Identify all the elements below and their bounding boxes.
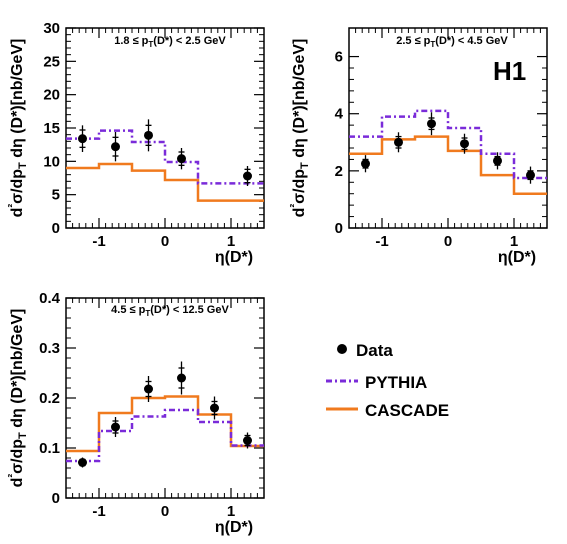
legend-data-label: Data xyxy=(356,341,393,360)
y-tick-label: 0.2 xyxy=(39,390,60,407)
y-tick-label: 15 xyxy=(43,120,60,137)
panel-1: 0 5 10 15 20 25 30 -1 0 1η(D*) d²σ/dpT dη (D*)[nb/… xyxy=(7,20,265,266)
x-tick-label: -1 xyxy=(92,503,105,520)
x-tick-label: 0 xyxy=(161,233,169,250)
y-tick-label: 20 xyxy=(43,87,60,104)
data-point xyxy=(526,170,535,180)
y-tick-label: 0.3 xyxy=(39,340,60,357)
y-axis-title: d²σ/dpT dη (D*)[nb/GeV] xyxy=(7,309,29,488)
data-point xyxy=(210,403,219,413)
y-tick-label: 0 xyxy=(52,220,60,237)
data-point xyxy=(111,422,120,432)
y-axis-title: d²σ/dpT dη (D*)[nb/GeV] xyxy=(289,39,311,218)
data-point xyxy=(243,171,252,181)
x-tick-label: 0 xyxy=(161,503,169,520)
x-tick-label: 1 xyxy=(227,503,235,520)
y-tick-label: 10 xyxy=(43,153,60,170)
panel-3: 0 0.1 0.2 0.3 0.4 -1 0 1η(D*) d²σ/dpT dη (D*)[nb… xyxy=(7,290,265,536)
y-tick-label: 0.4 xyxy=(39,290,61,307)
y-tick-label: 6 xyxy=(335,49,343,66)
y-tick-label: 25 xyxy=(43,53,60,70)
pt-range-label: 4.5 ≤ pT(D*) < 12.5 GeV xyxy=(111,304,229,318)
data-point xyxy=(144,130,153,140)
plot-frame xyxy=(65,27,265,229)
data-point xyxy=(144,384,153,394)
x-tick-label: 0 xyxy=(444,233,452,250)
x-axis-title: η(D*) xyxy=(215,249,253,266)
y-tick-label: 0 xyxy=(52,490,60,507)
cascade-histogram xyxy=(349,135,547,195)
data-point xyxy=(460,139,469,149)
x-axis-title: η(D*) xyxy=(498,249,536,266)
x-tick-label: -1 xyxy=(375,233,388,250)
cascade-histogram xyxy=(66,162,264,202)
y-tick-label: 4 xyxy=(335,106,344,123)
x-axis-title: η(D*) xyxy=(215,519,253,536)
y-tick-label: 2 xyxy=(335,163,343,180)
legend: Data PYTHIA CASCADE xyxy=(326,341,449,420)
legend-pythia-label: PYTHIA xyxy=(365,373,427,392)
data-point xyxy=(394,137,403,147)
y-tick-label: 0.1 xyxy=(39,440,60,457)
data-point xyxy=(243,436,252,445)
panel-2: 0 2 4 6 -1 0 1η(D*) d²σ/dpT dη (D*)[nb/GeV] 2.5 … xyxy=(289,27,548,266)
data-point xyxy=(78,458,87,467)
pt-range-label: 1.8 ≤ pT(D*) < 2.5 GeV xyxy=(114,35,226,49)
pythia-histogram xyxy=(66,408,264,463)
pt-range-label: 2.5 ≤ pT(D*) < 4.5 GeV xyxy=(396,35,508,49)
data-point xyxy=(177,373,186,383)
cascade-histogram xyxy=(66,395,264,453)
legend-cascade-label: CASCADE xyxy=(365,401,449,420)
data-point xyxy=(427,119,436,129)
data-point xyxy=(111,142,120,152)
data-point xyxy=(361,159,370,169)
y-tick-label: 30 xyxy=(43,20,60,37)
data-point xyxy=(177,154,186,164)
y-axis-title: d²σ/dpT dη (D*)[nb/GeV] xyxy=(7,39,29,218)
x-tick-label: 1 xyxy=(227,233,235,250)
data-point xyxy=(493,156,502,166)
pythia-histogram xyxy=(66,129,264,185)
x-tick-label: -1 xyxy=(92,233,105,250)
x-tick-label: 1 xyxy=(510,233,518,250)
y-tick-label: 5 xyxy=(52,187,60,204)
y-tick-label: 0 xyxy=(335,220,343,237)
h1-experiment-label: H1 xyxy=(493,56,526,86)
legend-data-marker xyxy=(337,344,347,354)
data-point xyxy=(78,134,87,144)
